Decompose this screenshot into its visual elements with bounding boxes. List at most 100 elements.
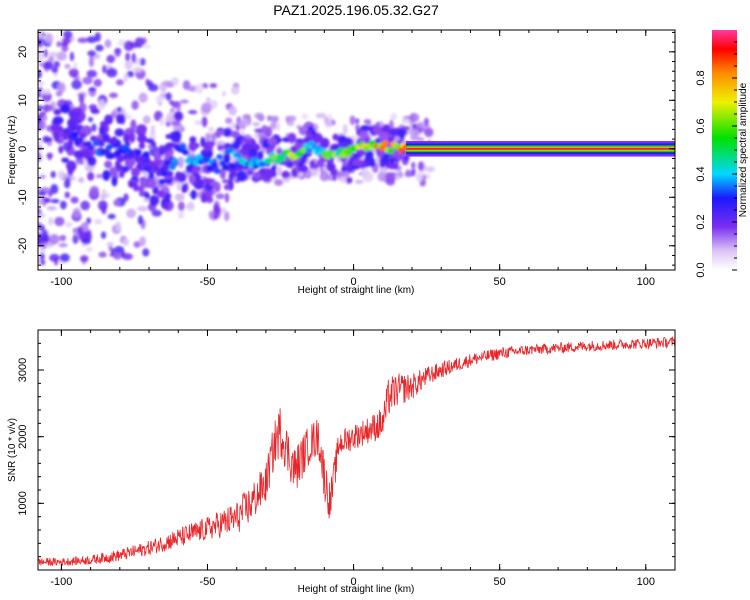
ridge-blob	[381, 140, 389, 147]
ridge-blob	[111, 137, 119, 144]
noise-blob	[179, 99, 189, 104]
cloud-blob	[365, 150, 374, 160]
noise-blob	[131, 52, 137, 63]
cloud-blob	[105, 152, 116, 160]
cloud-blob	[388, 163, 399, 170]
noise-blob	[114, 52, 121, 57]
y-tick-label: -20	[17, 238, 29, 254]
noise-blob	[174, 193, 185, 202]
snr-y-ticks: 1000 2000 3000	[17, 329, 675, 571]
cloud-blob	[67, 166, 74, 175]
ridge-blob	[92, 140, 100, 147]
noise-blob	[186, 202, 195, 212]
noise-blob	[53, 60, 60, 68]
noise-blob	[177, 156, 185, 165]
cloud-blob	[203, 144, 213, 152]
noise-blob	[47, 152, 52, 161]
cloud-blob	[232, 139, 241, 150]
noise-blob	[171, 101, 181, 109]
noise-blob	[137, 215, 144, 225]
noise-blob	[228, 105, 237, 116]
noise-blob	[205, 196, 214, 204]
noise-blob	[69, 176, 77, 181]
noise-blob	[42, 88, 52, 95]
noise-blob	[123, 72, 129, 82]
cloud-blob	[190, 189, 197, 200]
cloud-blob	[219, 167, 227, 179]
cloud-blob	[164, 193, 171, 204]
ridge-blob	[234, 152, 242, 159]
noise-blob	[254, 112, 264, 119]
y-tick-label: 2000	[17, 424, 29, 448]
noise-blob	[72, 207, 81, 219]
figure-title: PAZ1.2025.196.05.32.G27	[273, 2, 439, 18]
noise-blob	[215, 193, 225, 200]
noise-blob	[139, 58, 146, 66]
noise-blob	[224, 117, 233, 124]
noise-blob	[95, 173, 103, 179]
noise-blob	[106, 241, 115, 247]
ridge-blob	[274, 158, 282, 165]
noise-blob	[39, 252, 45, 261]
noise-blob	[78, 93, 85, 104]
noise-blob	[301, 113, 308, 120]
cloud-blob	[65, 162, 76, 168]
cloud-blob	[138, 142, 146, 150]
cloud-blob	[398, 129, 406, 139]
cloud-blob	[165, 133, 173, 140]
cloud-blob	[188, 174, 196, 184]
noise-blob	[177, 201, 185, 211]
spectrogram-heatmap	[38, 30, 675, 266]
ridge-blob	[247, 161, 255, 168]
noise-blob	[45, 137, 53, 142]
ridge-blob	[210, 161, 218, 168]
noise-blob	[58, 242, 68, 248]
cloud-blob	[368, 161, 376, 167]
noise-blob	[86, 217, 92, 224]
cloud-blob	[263, 167, 273, 178]
noise-blob	[137, 206, 145, 212]
spectral-blobs	[38, 30, 435, 266]
snr-frame	[37, 329, 676, 571]
noise-blob	[139, 236, 146, 247]
noise-blob	[39, 246, 45, 254]
cloud-blob	[130, 119, 137, 131]
noise-blob	[38, 80, 45, 86]
cloud-blob	[114, 128, 125, 137]
noise-blob	[132, 66, 144, 73]
noise-blob	[415, 172, 424, 182]
cloud-blob	[281, 170, 291, 179]
snr-panel: -100 -50 0 50 100 1000 2000 3000 Height of str…	[7, 329, 676, 595]
noise-blob	[80, 200, 91, 211]
spectrogram-y-ticks: -20 -10 0 10 20	[17, 31, 675, 266]
ridge-blob	[134, 149, 142, 156]
noise-blob	[56, 51, 67, 61]
x-tick-label: 0	[351, 276, 357, 288]
noise-blob	[88, 56, 94, 68]
noise-blob	[319, 171, 330, 182]
ridge-blob	[266, 157, 274, 164]
cloud-blob	[341, 166, 348, 172]
noise-blob	[43, 48, 48, 58]
cloud-blob	[86, 156, 97, 164]
noise-blob	[102, 64, 107, 74]
ridge-blob	[95, 149, 103, 156]
noise-blob	[188, 110, 198, 115]
noise-blob	[51, 66, 59, 74]
noise-blob	[95, 44, 104, 52]
noise-blob	[122, 238, 130, 247]
cloud-blob	[128, 180, 136, 188]
cloud-blob	[294, 142, 304, 150]
noise-blob	[123, 40, 134, 52]
cloud-blob	[111, 175, 118, 187]
noise-blob	[252, 122, 260, 127]
ridge-blob	[250, 156, 258, 163]
ridge-blob	[142, 151, 150, 158]
noise-blob	[56, 41, 62, 48]
y-tick-label: 3000	[17, 358, 29, 382]
noise-blob	[169, 108, 176, 113]
noise-blob	[411, 161, 416, 169]
noise-blob	[62, 37, 71, 45]
noise-blob	[82, 237, 91, 245]
